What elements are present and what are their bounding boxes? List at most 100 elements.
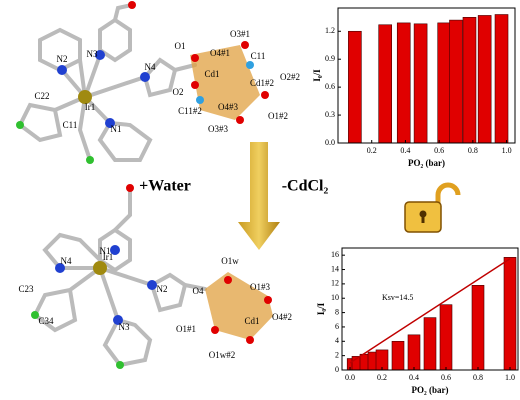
atom-o xyxy=(126,184,134,192)
bar xyxy=(375,349,389,371)
atom-o xyxy=(236,116,244,124)
atom-n xyxy=(95,50,105,60)
atom-n xyxy=(113,315,123,325)
plot-frame xyxy=(341,247,519,371)
atom-o xyxy=(261,91,269,99)
atom-n xyxy=(105,118,115,128)
atom-label: N4 xyxy=(61,256,72,266)
atom-o xyxy=(128,1,136,9)
atom-label: N2 xyxy=(57,54,68,64)
atom-label: N3 xyxy=(119,322,130,332)
atom-label: N3 xyxy=(87,49,98,59)
atom-label: Cd1 xyxy=(244,316,259,326)
bar xyxy=(391,340,405,371)
atom-n xyxy=(55,263,65,273)
y-tick-label: 2 xyxy=(335,350,339,359)
atom-label: O3#3 xyxy=(208,124,228,134)
atom-label: O1#1 xyxy=(176,324,196,334)
x-tick-label: 0.6 xyxy=(434,146,444,155)
y-axis-label: I₀/I xyxy=(312,69,322,82)
atom-label: N1 xyxy=(100,246,111,256)
bar xyxy=(503,257,517,371)
atom-label: O1#3 xyxy=(250,282,270,292)
atom-label: C11 xyxy=(251,51,266,61)
bar xyxy=(471,285,485,371)
x-axis-label: PO₂ (bar) xyxy=(408,158,445,168)
y-tick-label: 8 xyxy=(335,307,339,316)
charts: 0.0 0.3 0.6 0.9 1.2 0.2 0.4 0.6 0.8 1.0 PO₂ (bar) I… xyxy=(312,7,519,395)
atom-label: C22 xyxy=(34,91,49,101)
atom-label: O2 xyxy=(173,87,184,97)
y-tick-label: 4 xyxy=(335,336,339,345)
atom-f xyxy=(86,156,94,164)
y-tick-label: 14 xyxy=(331,264,339,273)
atom-label: Ir1 xyxy=(85,102,96,112)
atom-n xyxy=(57,65,67,75)
x-tick-label: 0.8 xyxy=(468,146,478,155)
atom-label: N1 xyxy=(111,124,122,134)
atom-label: O4 xyxy=(193,286,204,296)
atom-label: O1w xyxy=(221,256,239,266)
atom-label: O4#1 xyxy=(210,48,230,58)
atom-o xyxy=(241,41,249,49)
y-tick-label: 12 xyxy=(331,279,339,288)
y-tick-label: 10 xyxy=(331,293,339,302)
bar xyxy=(494,14,509,144)
y-tick-label: 0.9 xyxy=(325,54,335,63)
bar xyxy=(423,317,437,371)
bar xyxy=(407,334,421,371)
atom-cl xyxy=(196,96,204,104)
reagent: +Water xyxy=(139,178,191,195)
bar xyxy=(439,304,453,371)
bar xyxy=(437,22,452,144)
atom-o xyxy=(211,326,219,334)
atom-cl xyxy=(246,61,254,69)
atom-label: Cd1#2 xyxy=(250,78,274,88)
atom-label: C11 xyxy=(63,120,78,130)
atom-n xyxy=(110,245,120,255)
polyhedron xyxy=(190,45,260,120)
bar xyxy=(396,22,411,144)
y-tick-label: 0.6 xyxy=(325,82,335,91)
atom-o xyxy=(191,81,199,89)
atom-label: O1w#2 xyxy=(209,350,236,360)
y-tick-label: 0.3 xyxy=(325,110,335,119)
atom-f xyxy=(16,121,24,129)
x-tick-label: 0.2 xyxy=(377,373,387,382)
x-tick-label: 0.8 xyxy=(473,373,483,382)
y-tick-label: 0.0 xyxy=(325,138,335,147)
lock-icon xyxy=(404,182,461,233)
bar xyxy=(348,30,362,144)
molecule-top xyxy=(16,1,269,164)
atom-n xyxy=(140,72,150,82)
atom-label: N4 xyxy=(145,62,156,72)
bar xyxy=(413,23,428,144)
atom-o xyxy=(191,54,199,62)
x-tick-label: 0.4 xyxy=(400,146,410,155)
y-tick-label: 1.2 xyxy=(325,26,335,35)
atom-label: O4#3 xyxy=(218,102,238,112)
plot-frame xyxy=(337,7,516,144)
atom-ir xyxy=(93,261,107,275)
atom-label: Ir1 xyxy=(103,252,114,262)
y-axis-label: I₀/I xyxy=(316,302,326,315)
atom-label: Cd1 xyxy=(204,69,219,79)
polyhedron xyxy=(205,272,273,340)
atom-label: O3#1 xyxy=(230,29,250,39)
atom-label: C34 xyxy=(38,316,54,326)
structure-labels: O1 O3#1O4#1 C11 N2 N3 N4 Cd1 C22 Ir1 O2 Cd1#2 O2#2 C… xyxy=(18,29,300,360)
atom-label: O2#2 xyxy=(280,72,300,82)
fit-line xyxy=(349,258,511,364)
atom-o xyxy=(264,296,272,304)
atom-o xyxy=(246,336,254,344)
annotation: Ksv=14.5 xyxy=(382,293,413,302)
atom-o xyxy=(224,276,232,284)
y-tick-label: 16 xyxy=(331,250,339,259)
product: -CdCl₂ xyxy=(282,178,329,195)
atom-label: N2 xyxy=(157,284,168,294)
bar xyxy=(462,17,477,144)
molecule-bottom xyxy=(31,184,273,369)
